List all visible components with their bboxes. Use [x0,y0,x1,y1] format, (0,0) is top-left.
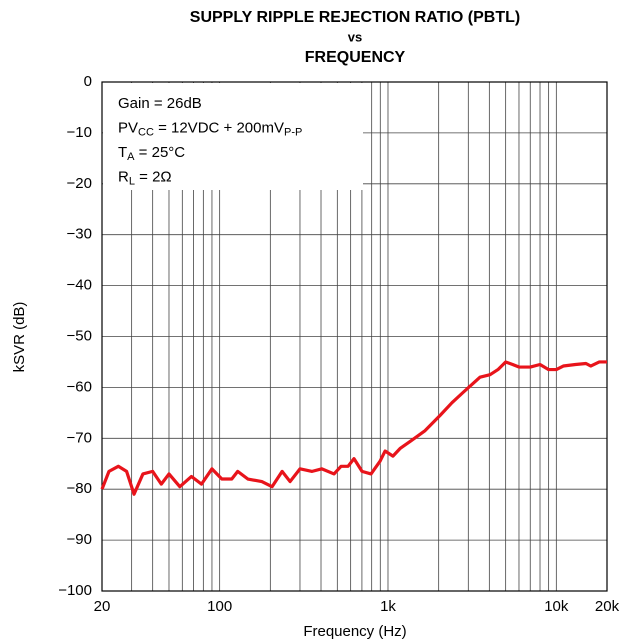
y-tick-label: −50 [67,327,92,344]
legend-part: = 12VDC + 200mV [154,119,284,136]
y-tick-label: −30 [67,226,92,243]
legend-part: P-P [284,126,302,138]
legend-part: L [129,175,135,187]
y-tick-label: −70 [67,429,92,446]
x-tick-label: 20 [94,598,111,615]
legend-text: Gain = 26dB [118,95,202,112]
legend-part: CC [138,126,154,138]
legend-text: PVCC = 12VDC + 200mVP-P [118,119,302,138]
chart-title: SUPPLY RIPPLE REJECTION RATIO (PBTL) [190,9,520,26]
plot-frame [101,81,608,592]
legend-part: = 2Ω [135,168,172,185]
y-tick-label: −80 [67,480,92,497]
y-tick-label: −40 [67,277,92,294]
legend-part: T [118,144,127,161]
chart-title: vs [348,29,362,44]
legend-part: A [127,151,135,163]
chart-title: FREQUENCY [305,49,406,66]
legend-text: RL = 2Ω [118,168,172,187]
y-tick-label: −60 [67,378,92,395]
x-tick-label: 10k [544,598,569,615]
x-axis-label: Frequency (Hz) [303,623,406,640]
y-tick-label: −10 [67,124,92,141]
legend-part: Gain = 26dB [118,95,202,112]
legend-text: TA = 25°C [118,144,185,163]
legend-part: PV [118,119,138,136]
legend-part: R [118,168,129,185]
x-tick-label: 100 [207,598,232,615]
y-tick-label: −100 [58,582,92,599]
legend-box [103,83,363,190]
legend-part: = 25°C [135,144,186,161]
x-tick-label: 20k [595,598,620,615]
y-tick-label: 0 [84,73,92,90]
series-line [100,360,607,496]
y-tick-label: −90 [67,531,92,548]
y-tick-label: −20 [67,175,92,192]
x-tick-label: 1k [380,598,396,615]
y-axis-label: kSVR (dB) [11,302,28,373]
